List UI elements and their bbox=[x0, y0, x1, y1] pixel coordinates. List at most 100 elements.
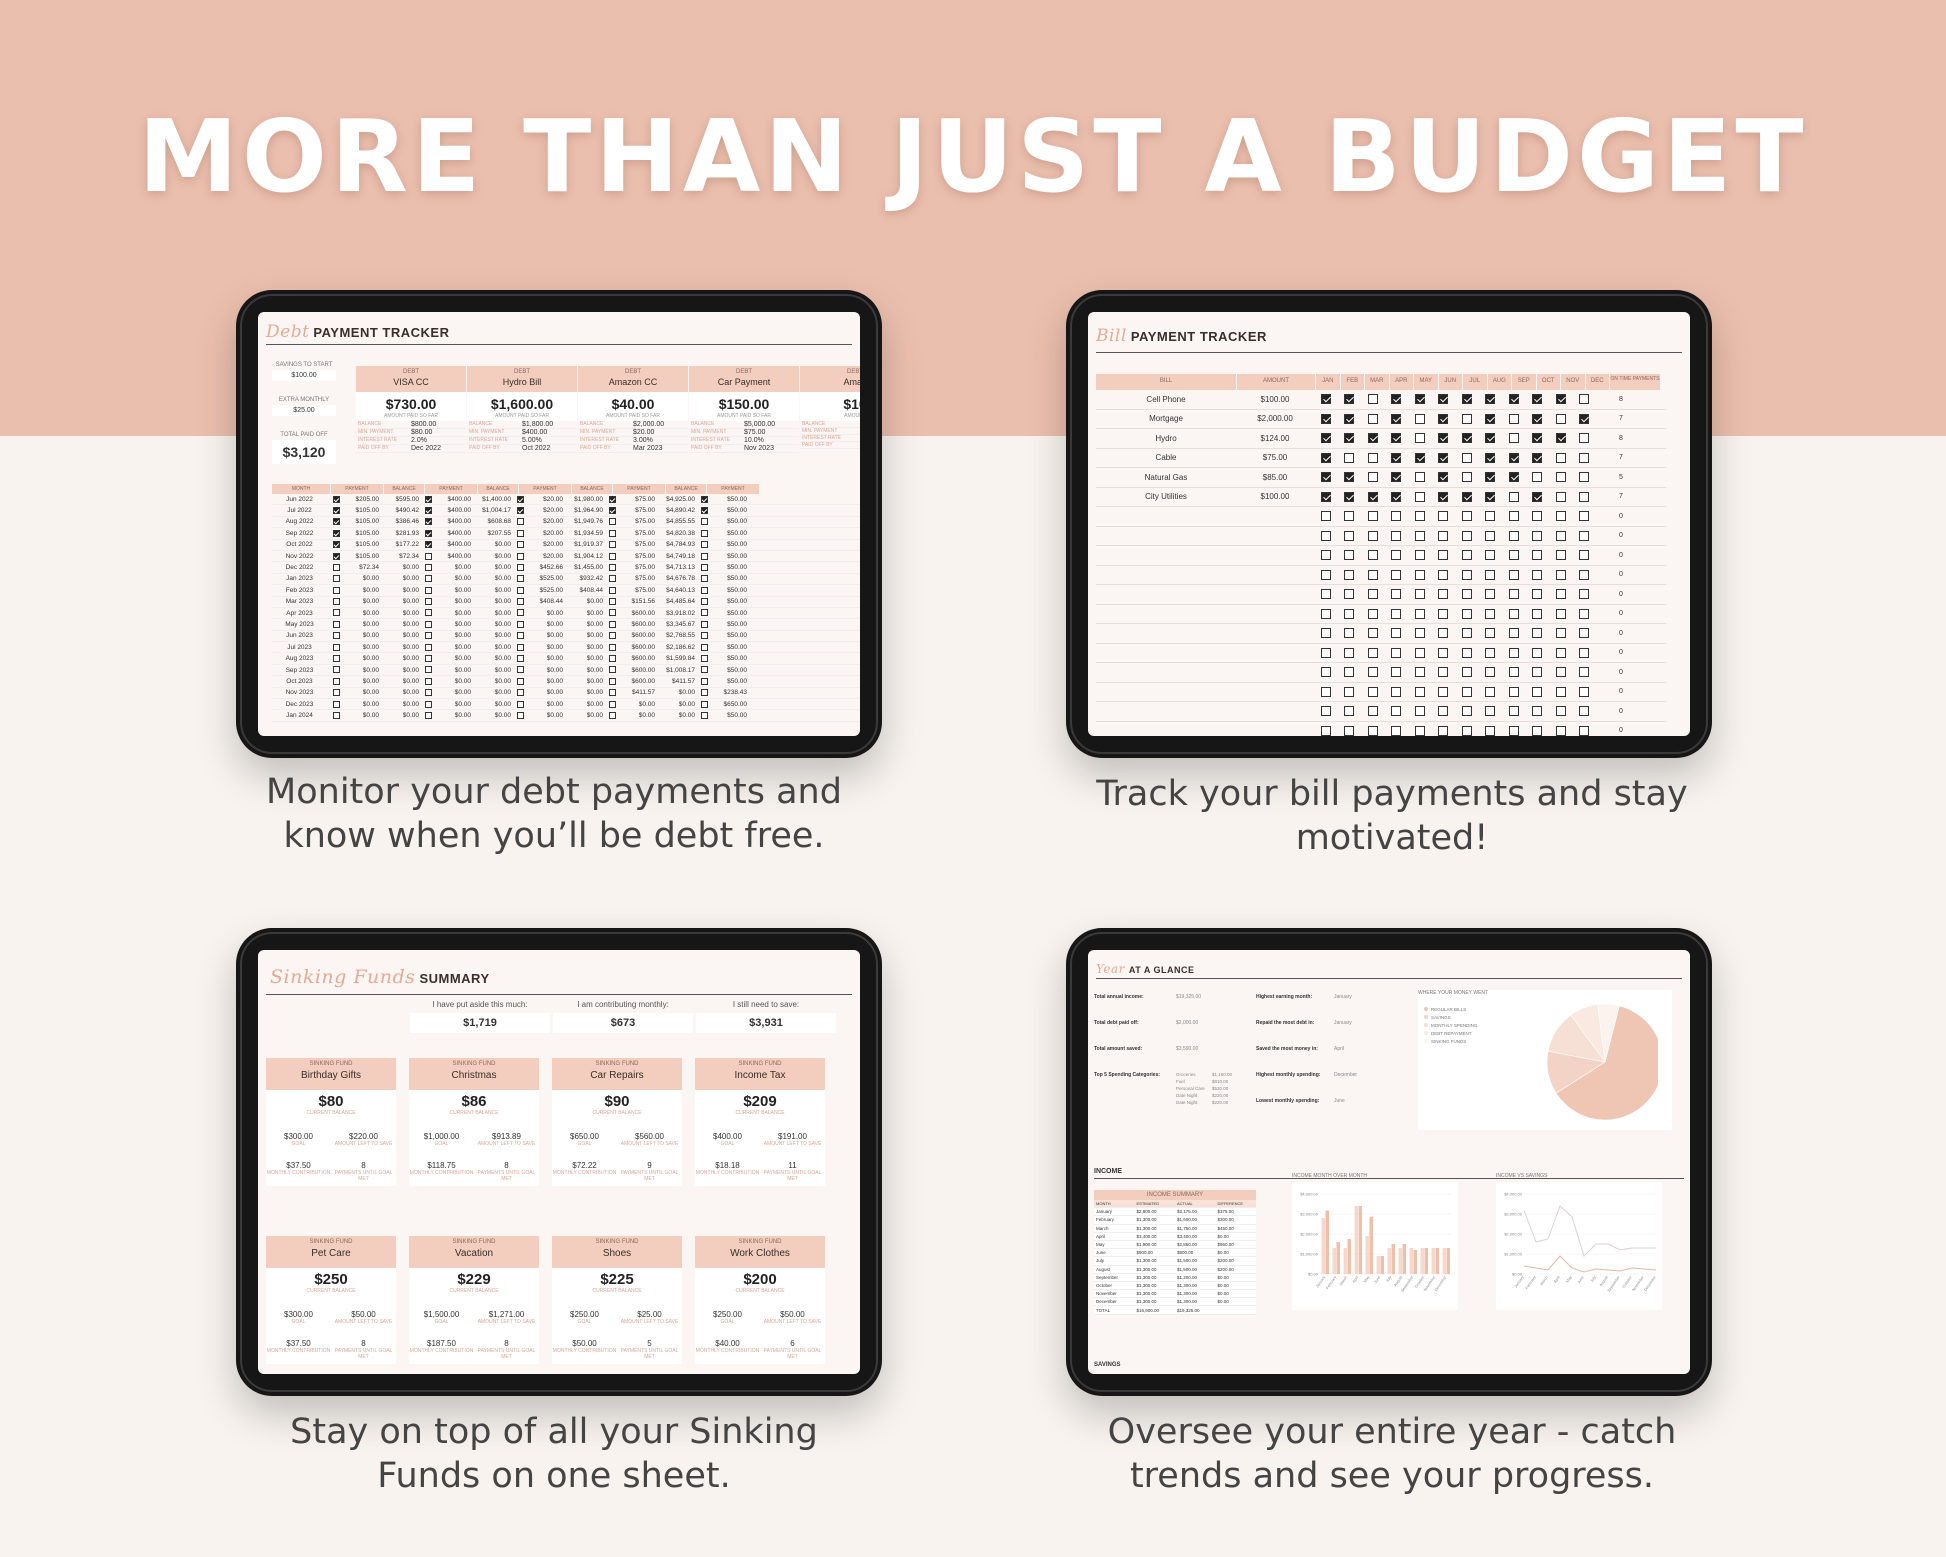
bill-paid-checkbox[interactable] bbox=[1532, 452, 1543, 463]
debt-payment[interactable]: $525.00 bbox=[539, 586, 564, 594]
bill-paid-checkbox[interactable] bbox=[1344, 491, 1355, 502]
paid-checkbox[interactable] bbox=[332, 632, 340, 640]
bill-paid-checkbox[interactable] bbox=[1555, 608, 1566, 619]
paid-checkbox[interactable] bbox=[424, 632, 432, 640]
bill-paid-checkbox[interactable] bbox=[1461, 706, 1472, 717]
bill-paid-checkbox[interactable] bbox=[1532, 530, 1543, 541]
debt-payment[interactable]: $105.00 bbox=[355, 507, 380, 515]
sinking-goal[interactable]: $1,500.00 bbox=[423, 1310, 460, 1319]
bill-paid-checkbox[interactable] bbox=[1508, 647, 1519, 658]
bill-name[interactable]: Natural Gas bbox=[1144, 472, 1188, 482]
paid-checkbox[interactable] bbox=[516, 666, 524, 674]
bill-paid-checkbox[interactable] bbox=[1508, 550, 1519, 561]
debt-detail-value[interactable]: $75.00 bbox=[744, 429, 766, 436]
debt-detail-value[interactable]: 10.0% bbox=[744, 437, 764, 444]
bill-paid-checkbox[interactable] bbox=[1461, 628, 1472, 639]
paid-checkbox[interactable] bbox=[608, 518, 616, 526]
bill-paid-checkbox[interactable] bbox=[1555, 550, 1566, 561]
paid-checkbox[interactable] bbox=[700, 655, 708, 663]
bill-paid-checkbox[interactable] bbox=[1579, 608, 1590, 619]
paid-checkbox[interactable] bbox=[516, 712, 524, 719]
sinking-monthly[interactable]: $37.50 bbox=[286, 1339, 311, 1348]
debt-payment[interactable]: $0.00 bbox=[362, 632, 379, 640]
debt-payment[interactable]: $20.00 bbox=[543, 495, 563, 503]
bill-paid-checkbox[interactable] bbox=[1532, 550, 1543, 561]
bill-paid-checkbox[interactable] bbox=[1555, 452, 1566, 463]
paid-checkbox[interactable] bbox=[516, 575, 524, 583]
sinking-goal[interactable]: $300.00 bbox=[284, 1310, 313, 1319]
bill-paid-checkbox[interactable] bbox=[1485, 530, 1496, 541]
bill-paid-checkbox[interactable] bbox=[1461, 433, 1472, 444]
income-cell[interactable]: $1,300.00 bbox=[1136, 1299, 1157, 1305]
debt-payment[interactable]: $0.00 bbox=[638, 700, 655, 708]
debt-payment[interactable]: $600.00 bbox=[631, 643, 656, 651]
bill-paid-checkbox[interactable] bbox=[1532, 472, 1543, 483]
debt-payment[interactable]: $400.00 bbox=[447, 552, 472, 560]
paid-checkbox[interactable] bbox=[332, 655, 340, 663]
bill-paid-checkbox[interactable] bbox=[1485, 686, 1496, 697]
debt-payment[interactable]: $0.00 bbox=[454, 677, 471, 685]
bill-paid-checkbox[interactable] bbox=[1391, 667, 1402, 678]
debt-payment[interactable]: $75.00 bbox=[635, 552, 655, 560]
bill-paid-checkbox[interactable] bbox=[1579, 550, 1590, 561]
debt-detail-value[interactable]: $400.00 bbox=[522, 429, 548, 436]
debt-payment[interactable]: $452.66 bbox=[539, 564, 564, 572]
bill-paid-checkbox[interactable] bbox=[1579, 472, 1590, 483]
bill-paid-checkbox[interactable] bbox=[1555, 628, 1566, 639]
debt-name[interactable]: Car Payment bbox=[717, 377, 771, 387]
bill-paid-checkbox[interactable] bbox=[1367, 413, 1378, 424]
income-cell[interactable]: $1,300.00 bbox=[1136, 1225, 1157, 1231]
bill-paid-checkbox[interactable] bbox=[1391, 628, 1402, 639]
bill-paid-checkbox[interactable] bbox=[1414, 491, 1425, 502]
bill-amount[interactable]: $2,000.00 bbox=[1257, 414, 1293, 424]
bill-paid-checkbox[interactable] bbox=[1438, 647, 1449, 658]
debt-payment[interactable]: $50.00 bbox=[727, 655, 747, 663]
debt-payment[interactable]: $0.00 bbox=[362, 689, 379, 697]
bill-paid-checkbox[interactable] bbox=[1391, 511, 1402, 522]
debt-detail-value[interactable]: Oct 2022 bbox=[522, 445, 551, 452]
bill-paid-checkbox[interactable] bbox=[1532, 667, 1543, 678]
debt-payment[interactable]: $0.00 bbox=[546, 666, 563, 674]
debt-detail-value[interactable]: Nov 2023 bbox=[744, 445, 774, 452]
bill-paid-checkbox[interactable] bbox=[1344, 511, 1355, 522]
paid-checkbox[interactable] bbox=[608, 620, 616, 628]
debt-payment[interactable]: $0.00 bbox=[454, 643, 471, 651]
bill-paid-checkbox[interactable] bbox=[1320, 413, 1331, 424]
bill-paid-checkbox[interactable] bbox=[1532, 706, 1543, 717]
debt-payment[interactable]: $0.00 bbox=[546, 712, 563, 720]
debt-payment[interactable]: $0.00 bbox=[362, 598, 379, 606]
bill-paid-checkbox[interactable] bbox=[1367, 394, 1378, 405]
paid-checkbox[interactable] bbox=[332, 518, 340, 526]
paid-checkbox[interactable] bbox=[516, 620, 524, 628]
bill-paid-checkbox[interactable] bbox=[1508, 569, 1519, 580]
bill-paid-checkbox[interactable] bbox=[1344, 530, 1355, 541]
bill-paid-checkbox[interactable] bbox=[1508, 491, 1519, 502]
debt-detail-value[interactable]: $1,800.00 bbox=[522, 421, 554, 428]
bill-paid-checkbox[interactable] bbox=[1391, 569, 1402, 580]
debt-payment[interactable]: $50.00 bbox=[727, 552, 747, 560]
bill-paid-checkbox[interactable] bbox=[1320, 647, 1331, 658]
bill-paid-checkbox[interactable] bbox=[1579, 628, 1590, 639]
sinking-monthly[interactable]: $37.50 bbox=[286, 1161, 311, 1170]
debt-payment[interactable]: $50.00 bbox=[727, 529, 747, 537]
bill-paid-checkbox[interactable] bbox=[1344, 667, 1355, 678]
paid-checkbox[interactable] bbox=[700, 689, 708, 697]
bill-paid-checkbox[interactable] bbox=[1508, 511, 1519, 522]
bill-paid-checkbox[interactable] bbox=[1320, 706, 1331, 717]
paid-checkbox[interactable] bbox=[516, 609, 524, 617]
paid-checkbox[interactable] bbox=[332, 541, 340, 549]
sinking-goal[interactable]: $300.00 bbox=[284, 1132, 313, 1141]
paid-checkbox[interactable] bbox=[424, 620, 432, 628]
bill-paid-checkbox[interactable] bbox=[1367, 725, 1378, 736]
bill-paid-checkbox[interactable] bbox=[1414, 667, 1425, 678]
bill-paid-checkbox[interactable] bbox=[1367, 706, 1378, 717]
paid-checkbox[interactable] bbox=[424, 666, 432, 674]
debt-payment[interactable]: $0.00 bbox=[546, 620, 563, 628]
bill-paid-checkbox[interactable] bbox=[1320, 433, 1331, 444]
bill-paid-checkbox[interactable] bbox=[1414, 725, 1425, 736]
bill-paid-checkbox[interactable] bbox=[1555, 413, 1566, 424]
bill-paid-checkbox[interactable] bbox=[1320, 394, 1331, 405]
bill-paid-checkbox[interactable] bbox=[1508, 706, 1519, 717]
paid-checkbox[interactable] bbox=[516, 689, 524, 697]
bill-paid-checkbox[interactable] bbox=[1367, 530, 1378, 541]
